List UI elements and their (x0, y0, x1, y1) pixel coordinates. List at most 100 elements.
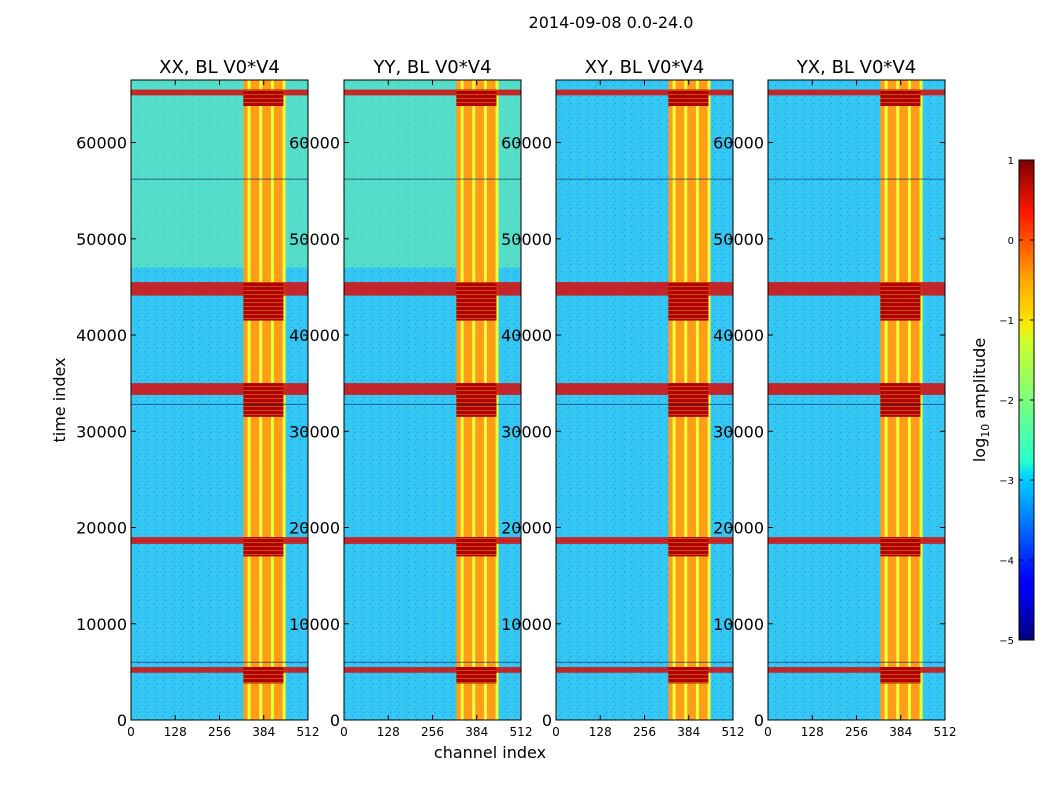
x-tick-label: 512 (510, 725, 533, 739)
panel-title: XY, BL V0*V4 (585, 57, 704, 78)
y-tick-label: 30000 (501, 422, 552, 441)
y-tick-label: 40000 (713, 326, 764, 345)
rfi-time-block-texture (880, 383, 921, 417)
y-tick-label: 0 (330, 711, 340, 730)
rfi-time-band (344, 89, 521, 96)
rfi-time-block-texture (880, 282, 921, 321)
x-tick-label: 256 (208, 725, 231, 739)
y-tick-label: 0 (542, 711, 552, 730)
rfi-time-block-texture (668, 667, 709, 684)
x-tick-label: 512 (934, 725, 957, 739)
rfi-channel-stripe (919, 80, 923, 720)
y-tick-label: 50000 (289, 230, 340, 249)
y-tick-label: 40000 (501, 326, 552, 345)
y-tick-label: 20000 (713, 519, 764, 538)
x-tick-label: 512 (297, 725, 320, 739)
x-tick-label: 384 (252, 725, 275, 739)
colorbar-tick-label: 1 (1008, 156, 1014, 167)
rfi-time-block-texture (243, 89, 284, 106)
rfi-time-block-texture (243, 667, 284, 684)
x-tick-label: 0 (340, 725, 348, 739)
y-tick-label: 60000 (76, 134, 127, 153)
x-tick-label: 384 (889, 725, 912, 739)
rfi-time-band (556, 537, 733, 544)
colorbar-tick-label: −5 (999, 636, 1014, 647)
rfi-time-band (131, 383, 308, 395)
panel-yx: YX, BL V0*V4 0 128 256 384 512 0 10000 20000 3000… (713, 57, 956, 739)
rfi-time-block-texture (456, 667, 497, 684)
rfi-time-block-texture (243, 383, 284, 417)
x-axis-label: channel index (434, 743, 546, 762)
colorbar-tick-label: −2 (999, 396, 1014, 407)
y-tick-label: 20000 (289, 519, 340, 538)
panel-yy: YY, BL V0*V4 0 128 256 384 512 0 10000 20000 3000… (289, 57, 532, 739)
y-tick-label: 60000 (289, 134, 340, 153)
rfi-channel-stripe (495, 80, 499, 720)
y-tick-label: 0 (117, 711, 127, 730)
x-tick-label: 256 (633, 725, 656, 739)
colorbar: 1 0 −1 −2 −3 −4 −5 log10 amplitude (970, 156, 1035, 647)
y-tick-label: 10000 (713, 615, 764, 634)
rfi-time-band (131, 537, 308, 544)
colorbar-tick-label: 0 (1008, 236, 1014, 247)
rfi-time-block-texture (243, 282, 284, 321)
colorbar-tick-label: −4 (999, 556, 1014, 567)
rfi-time-block-texture (880, 89, 921, 106)
x-tick-label: 256 (421, 725, 444, 739)
rfi-time-band (768, 537, 945, 544)
rfi-time-block-texture (668, 282, 709, 321)
rfi-time-block-texture (456, 537, 497, 557)
panel-title: XX, BL V0*V4 (159, 57, 280, 78)
rfi-time-band (556, 89, 733, 96)
x-tick-label: 384 (465, 725, 488, 739)
y-tick-label: 10000 (289, 615, 340, 634)
x-tick-label: 128 (801, 725, 824, 739)
rfi-time-block-texture (668, 383, 709, 417)
panel-xx: XX, BL V0*V4 0 128 256 384 512 0 10000 20000 3000… (76, 57, 319, 739)
x-tick-label: 0 (764, 725, 772, 739)
rfi-time-band (344, 537, 521, 544)
y-tick-label: 20000 (501, 519, 552, 538)
x-tick-label: 128 (164, 725, 187, 739)
colorbar-tick-label: −3 (999, 476, 1014, 487)
rfi-time-band (344, 667, 521, 673)
y-tick-label: 30000 (713, 422, 764, 441)
x-tick-label: 256 (845, 725, 868, 739)
rfi-time-band (768, 667, 945, 673)
y-tick-label: 30000 (76, 422, 127, 441)
rfi-time-band (131, 89, 308, 96)
y-axis-label: time index (50, 357, 69, 442)
y-tick-label: 40000 (76, 326, 127, 345)
y-tick-label: 10000 (501, 615, 552, 634)
rfi-time-block-texture (668, 89, 709, 106)
rfi-time-band (768, 383, 945, 395)
rfi-time-band (768, 89, 945, 96)
x-tick-label: 0 (127, 725, 135, 739)
rfi-time-band (344, 383, 521, 395)
rfi-time-band (556, 667, 733, 673)
colorbar-tick-label: −1 (999, 316, 1014, 327)
y-tick-label: 0 (754, 711, 764, 730)
rfi-time-block-texture (668, 537, 709, 557)
x-tick-label: 384 (677, 725, 700, 739)
y-tick-label: 50000 (76, 230, 127, 249)
panel-title: YY, BL V0*V4 (372, 57, 491, 78)
panel-title: YX, BL V0*V4 (796, 57, 916, 78)
panel-xy: XY, BL V0*V4 0 128 256 384 512 0 10000 20000 3000… (501, 57, 744, 739)
rfi-time-block-texture (880, 667, 921, 684)
y-tick-label: 10000 (76, 615, 127, 634)
y-tick-label: 20000 (76, 519, 127, 538)
x-tick-label: 512 (722, 725, 745, 739)
rfi-time-block-texture (456, 89, 497, 106)
y-tick-label: 60000 (501, 134, 552, 153)
rfi-time-block-texture (456, 383, 497, 417)
rfi-channel-stripe (282, 80, 286, 720)
rfi-time-band (556, 383, 733, 395)
rfi-time-block-texture (243, 537, 284, 557)
x-tick-label: 0 (552, 725, 560, 739)
y-tick-label: 30000 (289, 422, 340, 441)
rfi-time-block-texture (880, 537, 921, 557)
colorbar-label: log10 amplitude (970, 338, 992, 462)
y-tick-label: 40000 (289, 326, 340, 345)
